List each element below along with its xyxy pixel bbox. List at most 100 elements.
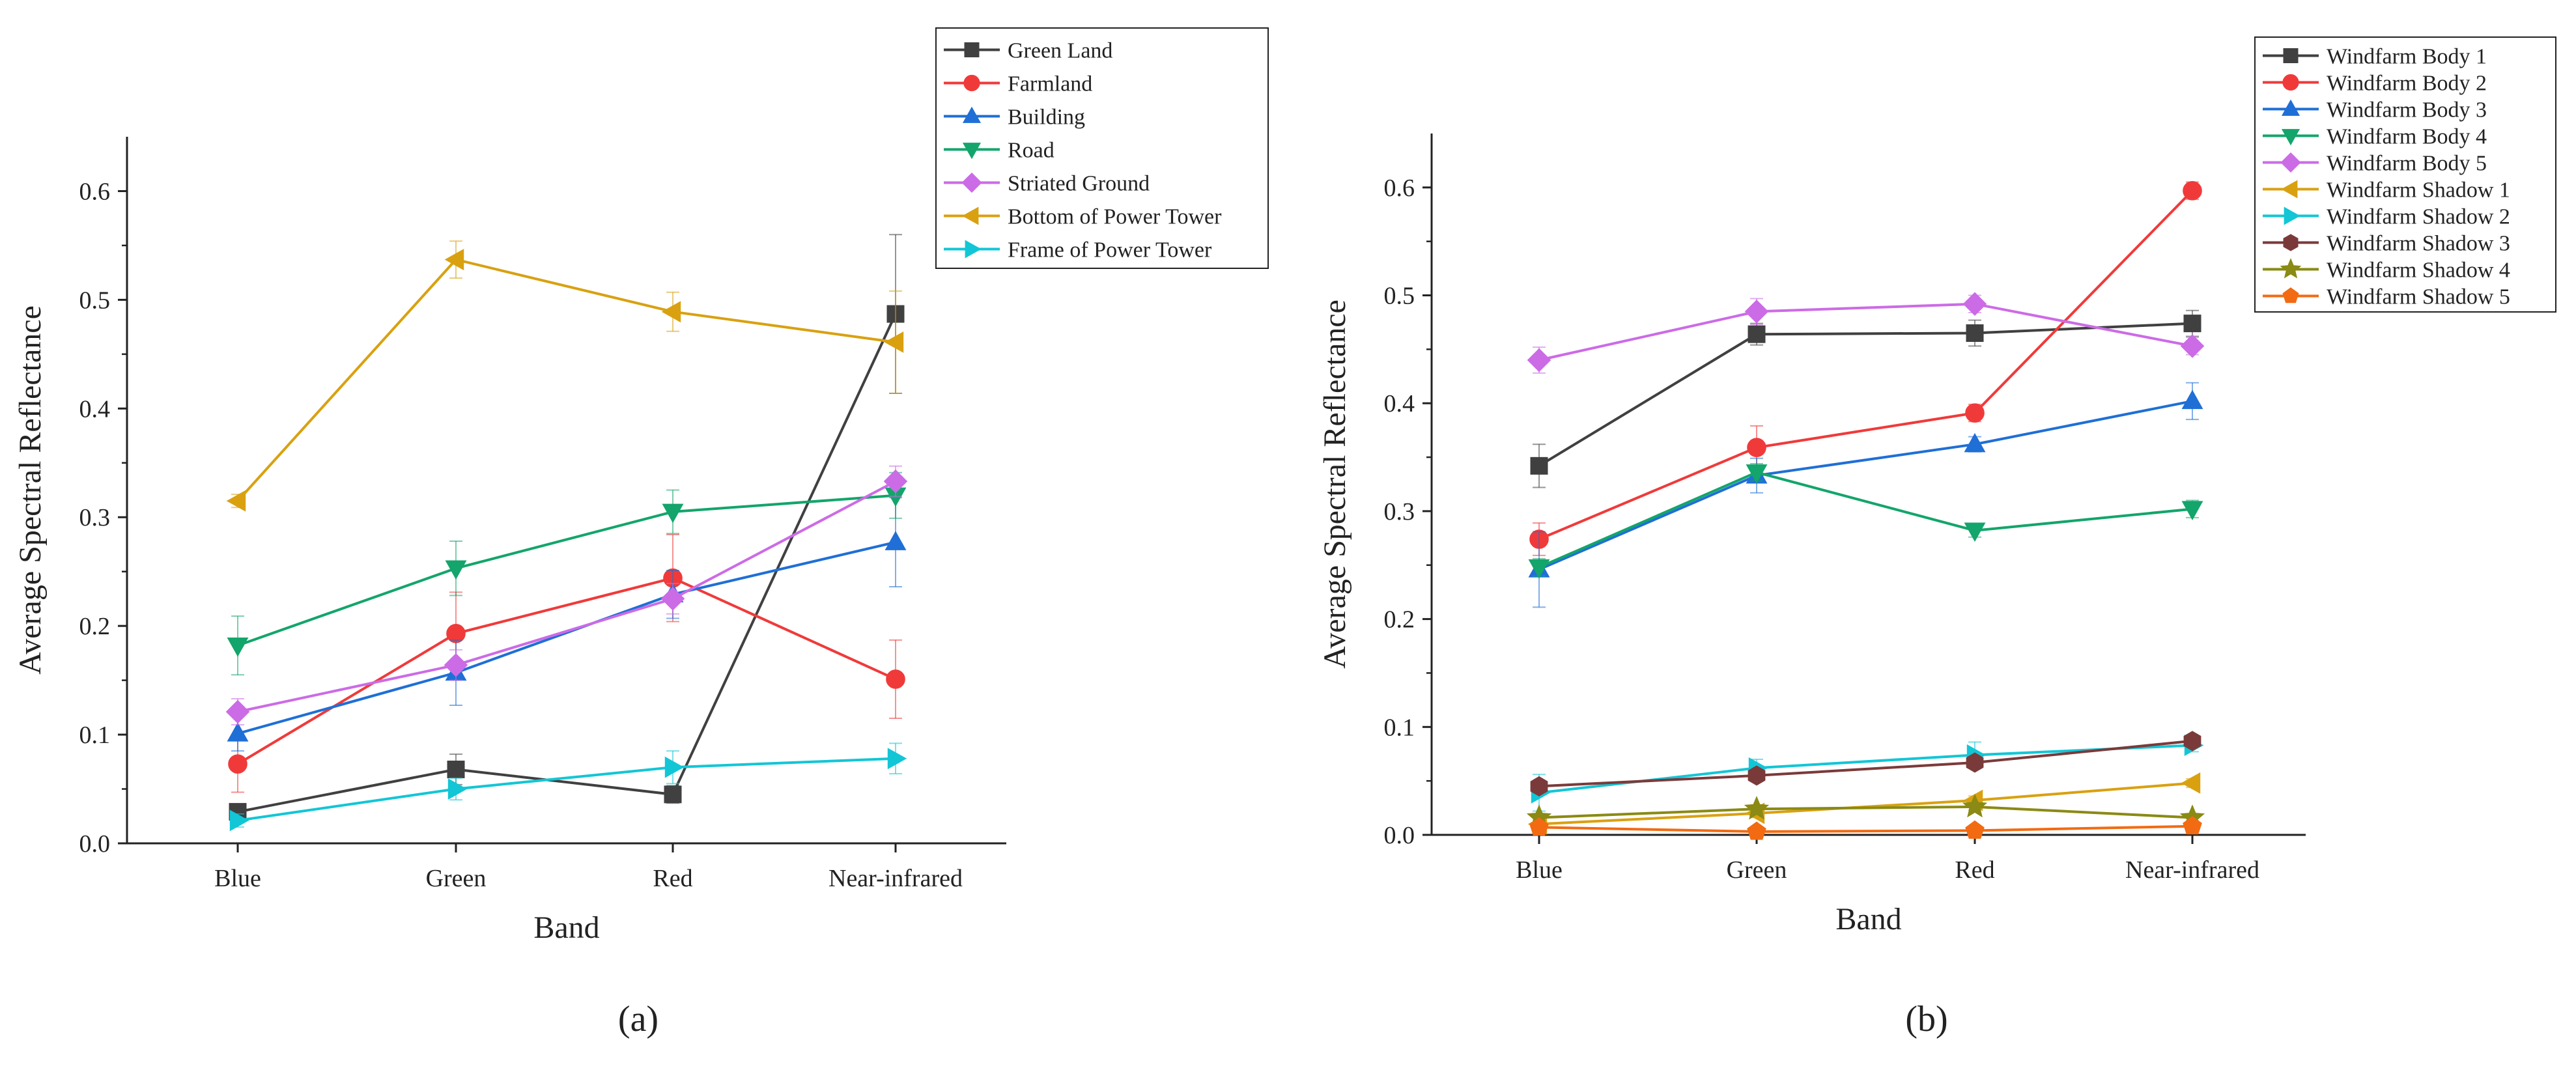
- series-line: [237, 494, 896, 647]
- data-point: [1747, 438, 1766, 457]
- y-tick-label: 0.6: [1384, 175, 1415, 202]
- series-line: [1538, 302, 2193, 361]
- x-tick-label: Blue: [214, 865, 261, 892]
- panel-label: (a): [618, 999, 658, 1039]
- data-point: [2183, 816, 2202, 835]
- y-tick-label: 0.4: [1384, 390, 1415, 417]
- legend-label: Farmland: [1008, 72, 1092, 96]
- data-point: [1530, 457, 1548, 475]
- data-point: [886, 669, 905, 689]
- legend-label: Road: [1008, 139, 1054, 163]
- y-tick-label: 0.3: [1384, 498, 1415, 526]
- legend-marker: [961, 172, 982, 193]
- data-point: [227, 722, 249, 742]
- series-line: [236, 258, 896, 502]
- legend-marker: [2281, 180, 2298, 199]
- data-point: [1530, 776, 1548, 796]
- series-line: [237, 541, 896, 735]
- data-point: [229, 809, 249, 832]
- series-road: [227, 471, 907, 676]
- data-point: [447, 778, 468, 800]
- legend-label: Windfarm Body 2: [2327, 72, 2487, 96]
- legend-label: Green Land: [1008, 39, 1112, 63]
- y-tick-label: 0.6: [79, 178, 111, 205]
- legend-marker: [962, 206, 979, 225]
- legend-label: Building: [1008, 105, 1085, 130]
- series-windfarm-body-4: [1528, 463, 2203, 579]
- x-tick-label: Blue: [1516, 856, 1563, 884]
- series-line: [237, 757, 896, 822]
- series-line: [1538, 824, 2193, 834]
- data-point: [447, 760, 465, 778]
- legend-marker: [2284, 206, 2300, 225]
- series-frame-of-power-tower: [229, 742, 907, 832]
- data-point: [1529, 817, 1549, 836]
- legend-marker: [2281, 99, 2300, 116]
- x-tick-label: Near-infrared: [2125, 856, 2259, 884]
- data-point: [1966, 324, 1984, 343]
- y-tick-label: 0.1: [79, 722, 111, 749]
- x-tick-label: Red: [653, 865, 692, 892]
- y-tick-label: 0.1: [1384, 714, 1415, 741]
- data-point: [1747, 821, 1766, 840]
- legend-marker: [965, 240, 982, 259]
- legend-marker: [2282, 74, 2299, 91]
- data-point: [2181, 501, 2203, 520]
- legend-marker: [2283, 48, 2299, 63]
- legend-label: Windfarm Shadow 5: [2327, 285, 2510, 309]
- legend-marker: [2281, 129, 2300, 146]
- data-point: [661, 301, 681, 323]
- series-line: [1538, 805, 2193, 819]
- legend-label: Windfarm Shadow 1: [2327, 178, 2510, 203]
- data-point: [1965, 820, 1985, 839]
- legend: Green Land Farmland Building Road Striated G…: [935, 27, 1269, 269]
- data-point: [226, 490, 246, 512]
- data-point: [1527, 348, 1551, 372]
- series-line: [237, 480, 896, 713]
- y-axis-label: Average Spectral Reflectance: [13, 305, 48, 675]
- data-point: [2183, 181, 2202, 201]
- data-point: [1748, 325, 1766, 343]
- data-point: [1962, 793, 1988, 818]
- panel-label: (b): [1905, 999, 1947, 1039]
- legend-marker: [962, 106, 982, 123]
- legend-label: Windfarm Shadow 3: [2327, 232, 2510, 256]
- legend-label: Windfarm Body 1: [2327, 45, 2487, 69]
- data-point: [1965, 403, 1985, 423]
- data-point: [227, 638, 249, 657]
- y-tick-label: 0.2: [79, 613, 111, 640]
- series-windfarm-shadow-5: [1529, 816, 2202, 840]
- data-point: [1528, 559, 1550, 579]
- data-point: [1744, 796, 1770, 820]
- series-windfarm-shadow-3: [1530, 731, 2201, 796]
- x-tick-label: Near-infrared: [828, 865, 963, 892]
- series-windfarm-body-5: [1527, 292, 2205, 374]
- data-point: [660, 587, 685, 611]
- x-tick-label: Red: [1955, 856, 1994, 884]
- y-axis-label: Average Spectral Reflectance: [1318, 300, 1352, 669]
- legend-marker: [2280, 258, 2302, 279]
- legend-marker: [2280, 152, 2301, 173]
- data-point: [444, 249, 464, 271]
- data-point: [662, 503, 684, 524]
- legend-label: Windfarm Shadow 4: [2327, 259, 2510, 283]
- data-point: [883, 469, 908, 494]
- data-point: [1746, 464, 1768, 484]
- y-tick-label: 0.3: [79, 504, 111, 531]
- legend-label: Striated Ground: [1008, 172, 1150, 196]
- data-point: [885, 531, 907, 550]
- series-line: [1538, 399, 2193, 571]
- data-point: [2180, 334, 2205, 358]
- legend-label: Bottom of Power Tower: [1008, 205, 1222, 229]
- x-tick-label: Green: [426, 865, 487, 892]
- y-tick-label: 0.0: [1384, 822, 1415, 849]
- legend-marker: [962, 143, 982, 160]
- data-point: [228, 754, 248, 774]
- data-point: [664, 785, 682, 804]
- series-line: [236, 576, 896, 765]
- legend-label: Windfarm Shadow 2: [2327, 205, 2510, 229]
- data-point: [1964, 522, 1986, 542]
- series-bottom-of-power-tower: [226, 240, 904, 512]
